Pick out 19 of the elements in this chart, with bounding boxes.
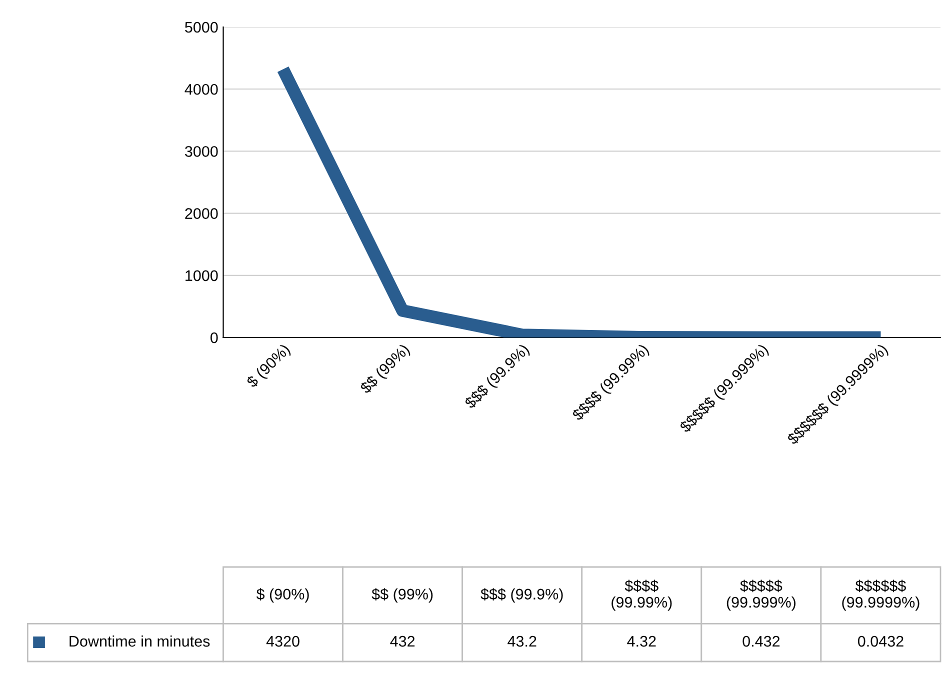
y-tick-label: 5000: [185, 22, 218, 33]
data-label: 4320: [266, 636, 300, 647]
category-label: $ (90%): [256, 588, 309, 603]
y-tick-label: 2000: [185, 208, 218, 219]
data-label: 0.432: [742, 636, 780, 647]
category-label: $$ (99%): [372, 588, 433, 603]
data-label: 4.32: [627, 636, 656, 647]
data-label: 0.0432: [858, 636, 904, 647]
category-label: $$$$$$ (99.9999%): [842, 580, 920, 611]
data-label: 432: [390, 636, 415, 647]
category-label: $$$$ (99.99%): [612, 580, 672, 611]
legend-label: Downtime in minutes: [70, 635, 210, 647]
y-tick-label: 3000: [184, 146, 218, 157]
y-tick-label: 1000: [186, 270, 218, 282]
y-tick-label: 0: [210, 332, 218, 344]
category-label: $$$$$ (99.999%): [726, 580, 796, 611]
category-label: $$$ (99.9%): [480, 588, 563, 603]
data-label: 43.2: [508, 636, 536, 647]
y-tick-label: 4000: [184, 84, 218, 95]
